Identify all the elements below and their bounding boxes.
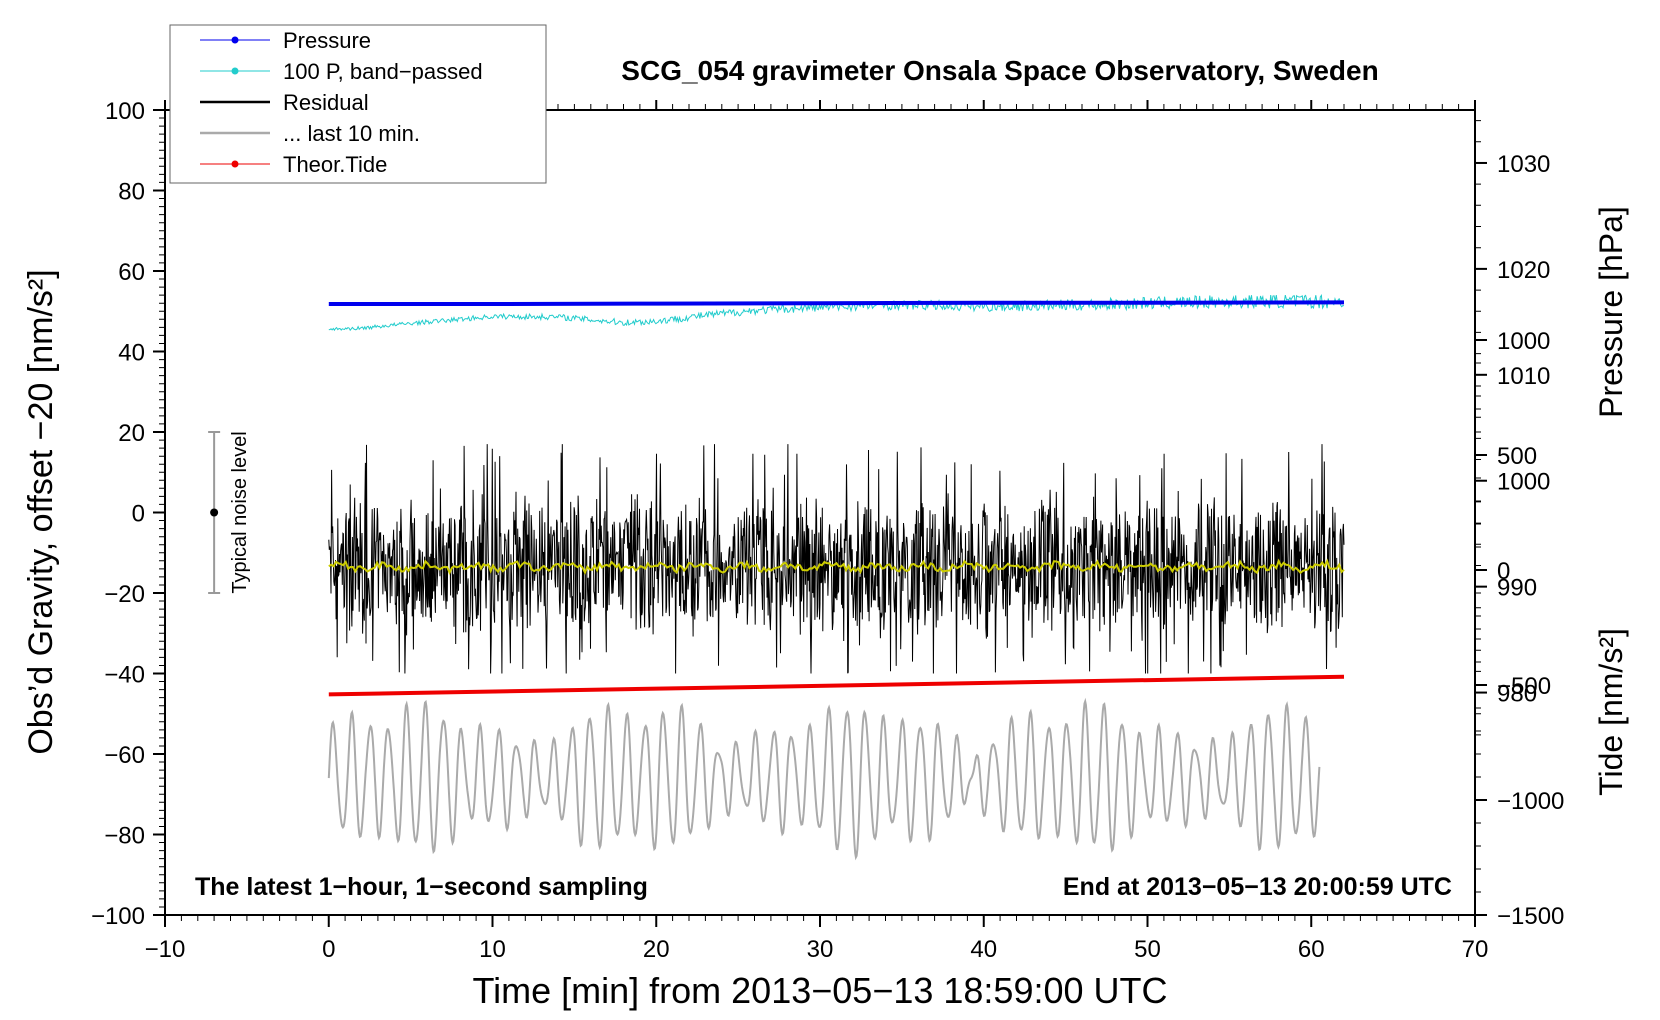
legend-items: Pressure 100 P, band−passed Residual ... la… — [200, 28, 483, 177]
pressure-tick-label: 980 — [1497, 681, 1537, 708]
x-tick-label: 0 — [322, 936, 335, 963]
x-tick-label: 30 — [807, 936, 834, 963]
noise-bar-dot — [210, 508, 219, 517]
legend-label: 100 P, band−passed — [283, 59, 483, 84]
legend-label: Pressure — [283, 28, 371, 53]
legend-label: ... last 10 min. — [283, 121, 420, 146]
residual-line — [328, 444, 1345, 674]
legend-marker — [231, 67, 239, 75]
legend: Pressure 100 P, band−passed Residual ... la… — [169, 24, 547, 184]
y-tick-label: −60 — [104, 742, 145, 769]
legend-label: Theor.Tide — [283, 152, 387, 177]
legend-marker — [231, 36, 239, 44]
y-tick-label: −20 — [104, 581, 145, 608]
legend-label: Residual — [283, 90, 369, 115]
y-tick-label: 40 — [118, 340, 145, 367]
pressure-minor-ticks — [1475, 120, 1481, 736]
x-tick-label: 20 — [643, 936, 670, 963]
y-tick-label: 80 — [118, 179, 145, 206]
tide-tick-label: −1500 — [1497, 903, 1564, 930]
pressure-bandpassed-line — [328, 294, 1345, 332]
x-tick-label: 40 — [970, 936, 997, 963]
tide-tick-label: 0 — [1497, 558, 1510, 585]
legend-marker — [231, 160, 239, 168]
series-group — [327, 294, 1345, 861]
y-tick-label: −80 — [104, 823, 145, 850]
noise-bar: Typical noise level — [208, 431, 251, 594]
y-tick-label: 0 — [132, 501, 145, 528]
legend-box — [169, 24, 547, 184]
tide-minor-ticks — [1475, 362, 1481, 893]
y-axis-label-left: Obs’d Gravity, offset −20 [nm/s²] — [22, 269, 60, 754]
y-tick-label: 60 — [118, 259, 145, 286]
chart-title: SCG_054 gravimeter Onsala Space Observat… — [621, 55, 1378, 86]
y-tick-label: 20 — [118, 420, 145, 447]
y-tick-label: 100 — [105, 98, 145, 125]
x-tick-label: −10 — [145, 936, 186, 963]
theoretical-tide-line — [328, 674, 1345, 697]
annotation-end-time: End at 2013−05−13 20:00:59 UTC — [1063, 873, 1452, 901]
last-10-min-line — [327, 697, 1321, 861]
y-tick-label: −40 — [104, 662, 145, 689]
pressure-tick-label: 1010 — [1497, 363, 1550, 390]
annotation-sampling: The latest 1−hour, 1−second sampling — [195, 873, 648, 901]
pressure-tick-label: 1030 — [1497, 151, 1550, 178]
y-minor-ticks — [159, 117, 165, 908]
tick-group: −10 0 10 20 30 40 50 60 70−100−80−60−40−20020406… — [91, 98, 1564, 963]
pressure-line — [328, 300, 1345, 306]
residual-smoothed-line — [328, 558, 1345, 576]
tide-tick-label: 500 — [1497, 443, 1537, 470]
x-tick-label: 50 — [1134, 936, 1161, 963]
pressure-tick-label: 1020 — [1497, 257, 1550, 284]
x-minor-ticks — [180, 104, 1460, 921]
pressure-axis-label: Pressure [hPa] — [1593, 206, 1629, 418]
x-axis-label: Time [min] from 2013−05−13 18:59:00 UTC — [472, 970, 1167, 1011]
x-tick-label: 70 — [1462, 936, 1489, 963]
tide-axis-label: Tide [nm/s²] — [1593, 628, 1629, 796]
y-tick-label: −100 — [91, 903, 145, 930]
pressure-tick-label: 1000 — [1497, 469, 1550, 496]
pressure-tick-label: 990 — [1497, 575, 1537, 602]
x-tick-label: 60 — [1298, 936, 1325, 963]
plot-frame — [164, 109, 1476, 916]
x-tick-label: 10 — [479, 936, 506, 963]
tide-tick-label: −1000 — [1497, 788, 1564, 815]
tide-tick-label: −500 — [1497, 673, 1551, 700]
noise-bar-label: Typical noise level — [229, 431, 251, 593]
tide-tick-label: 1000 — [1497, 328, 1550, 355]
